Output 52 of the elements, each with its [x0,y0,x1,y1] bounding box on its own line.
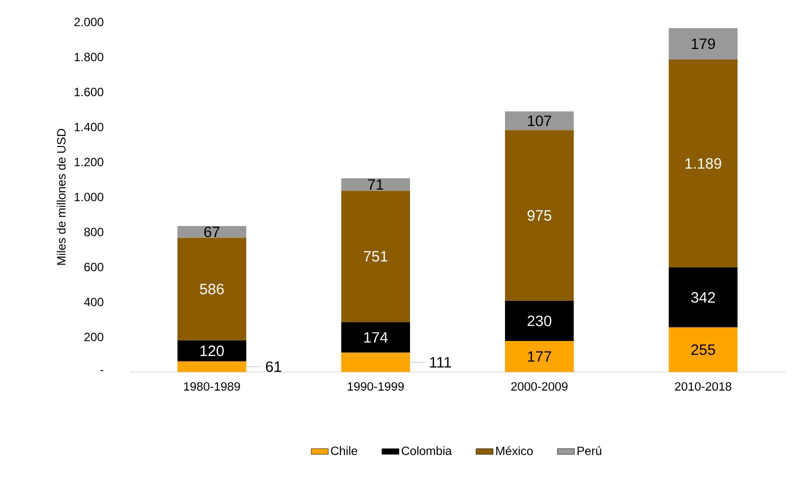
x-tick-label: 2000-2009 [511,382,568,391]
y-tick-label: - [100,370,104,372]
y-tick-label: 1.800 [74,52,104,62]
bar [341,178,410,191]
data-label: 975 [528,210,552,221]
data-label: 107 [528,115,552,126]
bar [504,130,574,301]
y-tick-label: 1.600 [74,88,104,96]
bar [668,28,738,60]
data-label: 586 [200,284,224,294]
y-tick-label: 200 [84,332,104,342]
data-label: 230 [528,316,552,326]
y-tick-label: 1.200 [74,158,104,166]
x-tick-label: 2010-2018 [675,382,732,391]
data-label: 174 [364,332,388,343]
bar [341,322,410,353]
y-tick-label: 600 [84,262,104,272]
bar [504,341,574,372]
bar [177,361,246,372]
bar [504,111,574,130]
legend-label: Colombia [402,446,452,456]
legend-label: Chile [331,446,358,456]
y-tick-label: 2.000 [74,18,104,26]
y-tick-label: 400 [84,298,104,306]
data-label: 342 [691,292,715,303]
legend-label: Perú [578,446,602,456]
x-tick-label: 1980-1989 [184,382,240,391]
data-label: 71 [368,179,384,190]
data-label: 67 [204,226,220,238]
bar [668,59,738,268]
bar [668,327,738,372]
data-label: 61 [266,361,282,372]
y-tick-label: 800 [84,228,104,236]
bar [504,300,574,342]
bar [177,238,246,340]
bar [341,190,410,322]
y-axis-title: Miles de millones de USD [56,128,66,265]
data-label: 111 [430,357,452,368]
data-label: 1.189 [686,158,722,169]
bar [668,268,738,328]
bar [177,226,246,238]
data-label: 177 [528,351,552,362]
bar [341,352,410,372]
data-label: 751 [364,251,388,262]
data-label: 179 [692,38,715,50]
legend-label: México [496,446,533,456]
x-tick-label: 1990-1999 [348,382,404,391]
bar [177,340,246,362]
data-label: 255 [691,344,716,355]
y-tick-label: 1.400 [74,122,104,132]
data-label: 120 [200,346,224,356]
y-tick-label: 1.000 [74,192,104,202]
